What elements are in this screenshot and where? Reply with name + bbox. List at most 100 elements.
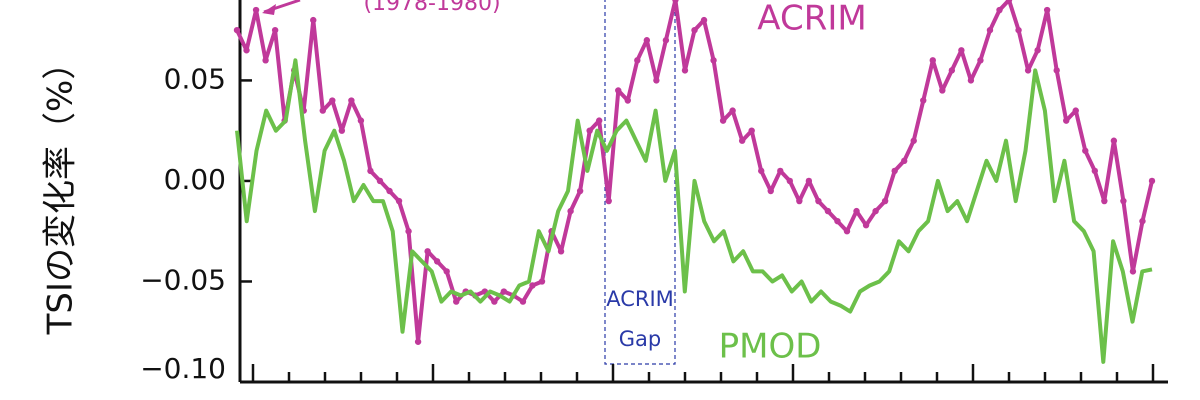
series-marker [700, 16, 708, 24]
series-marker [1082, 147, 1089, 154]
series-marker [719, 117, 727, 124]
series-marker [767, 187, 774, 195]
series-marker [1072, 107, 1079, 114]
y-tick-label: 0.05 [164, 62, 226, 95]
series-marker [958, 47, 965, 54]
series-marker [519, 298, 527, 305]
series-marker [643, 37, 651, 44]
series-line [235, 0, 1154, 344]
series-marker [758, 167, 765, 175]
series-marker [443, 268, 450, 275]
series-marker [967, 77, 975, 84]
series-marker [872, 207, 879, 215]
series-marker [834, 217, 841, 225]
annotation: (1978-1980) [363, 0, 500, 16]
series-marker [1110, 137, 1118, 144]
series-marker [881, 197, 889, 205]
series-marker [1024, 67, 1032, 74]
series-marker [853, 207, 860, 215]
series-marker [1148, 177, 1156, 185]
series-marker [815, 197, 822, 205]
series-marker [367, 167, 374, 175]
series-marker [319, 107, 326, 114]
series-marker [1120, 197, 1127, 205]
series-marker [1043, 6, 1051, 14]
series-marker [615, 87, 622, 94]
series-marker [605, 197, 612, 205]
series-marker [672, 0, 679, 4]
series-marker [357, 117, 365, 124]
series-marker [805, 177, 813, 185]
series-marker [862, 221, 870, 229]
legend-label: ACRIM [757, 0, 866, 39]
series-marker [576, 187, 584, 195]
series-marker [796, 197, 803, 205]
series-marker [634, 57, 641, 64]
series-marker [500, 288, 508, 295]
series-marker [824, 207, 832, 215]
series-marker [1129, 268, 1137, 275]
series-marker [1005, 0, 1013, 4]
series-marker [986, 26, 994, 34]
series-marker [977, 57, 984, 64]
series-marker [1091, 167, 1099, 175]
series-marker [329, 97, 336, 104]
series-marker [1015, 26, 1022, 34]
series-marker [557, 248, 565, 255]
series-marker [433, 258, 441, 265]
series-marker [310, 16, 317, 24]
series-marker [786, 177, 794, 185]
series-marker [624, 97, 631, 104]
series-marker [271, 26, 279, 34]
series-marker [939, 87, 946, 94]
series-marker [262, 57, 269, 64]
series-marker [233, 26, 241, 34]
series-marker [843, 228, 851, 235]
series-marker [491, 298, 498, 305]
arrow-head [262, 4, 276, 15]
series-marker [1063, 117, 1070, 124]
series-marker [1101, 197, 1108, 205]
series-marker [424, 248, 431, 255]
series-marker [777, 167, 784, 175]
series-marker [929, 57, 936, 64]
y-axis-label: TSIの変化率（%） [41, 46, 81, 336]
series-marker [948, 67, 956, 74]
series-marker [748, 127, 755, 134]
series-marker [252, 6, 260, 14]
y-tick-label: −0.10 [140, 352, 226, 385]
series-marker [910, 137, 917, 144]
series-marker [538, 278, 546, 285]
series-marker [1034, 47, 1041, 54]
series-marker [920, 97, 927, 104]
series-line [235, 58, 1153, 364]
series-marker [996, 6, 1003, 14]
series-marker [338, 127, 346, 134]
series-marker [453, 298, 460, 305]
series-marker [405, 228, 412, 235]
series-marker [662, 37, 670, 44]
legend-label: PMOD [719, 327, 822, 367]
series-marker [595, 117, 603, 124]
gap-label: ACRIM [606, 287, 674, 311]
series-marker [243, 47, 250, 54]
series-marker [738, 137, 746, 144]
series-marker [710, 57, 717, 64]
series-marker [567, 207, 574, 215]
series-marker [691, 26, 698, 34]
series-marker [1053, 67, 1060, 74]
series-marker [376, 177, 384, 185]
series-marker [1139, 217, 1146, 225]
series-marker [900, 157, 908, 165]
series-marker [681, 67, 689, 74]
series-marker [529, 282, 536, 289]
series-marker [729, 107, 736, 114]
y-tick-label: −0.05 [140, 263, 226, 296]
series-marker [653, 77, 660, 84]
series-marker [395, 197, 403, 205]
series-marker [386, 187, 393, 195]
series-marker [348, 97, 355, 104]
y-tick-label: 0.00 [164, 163, 226, 196]
series-marker [586, 127, 593, 134]
